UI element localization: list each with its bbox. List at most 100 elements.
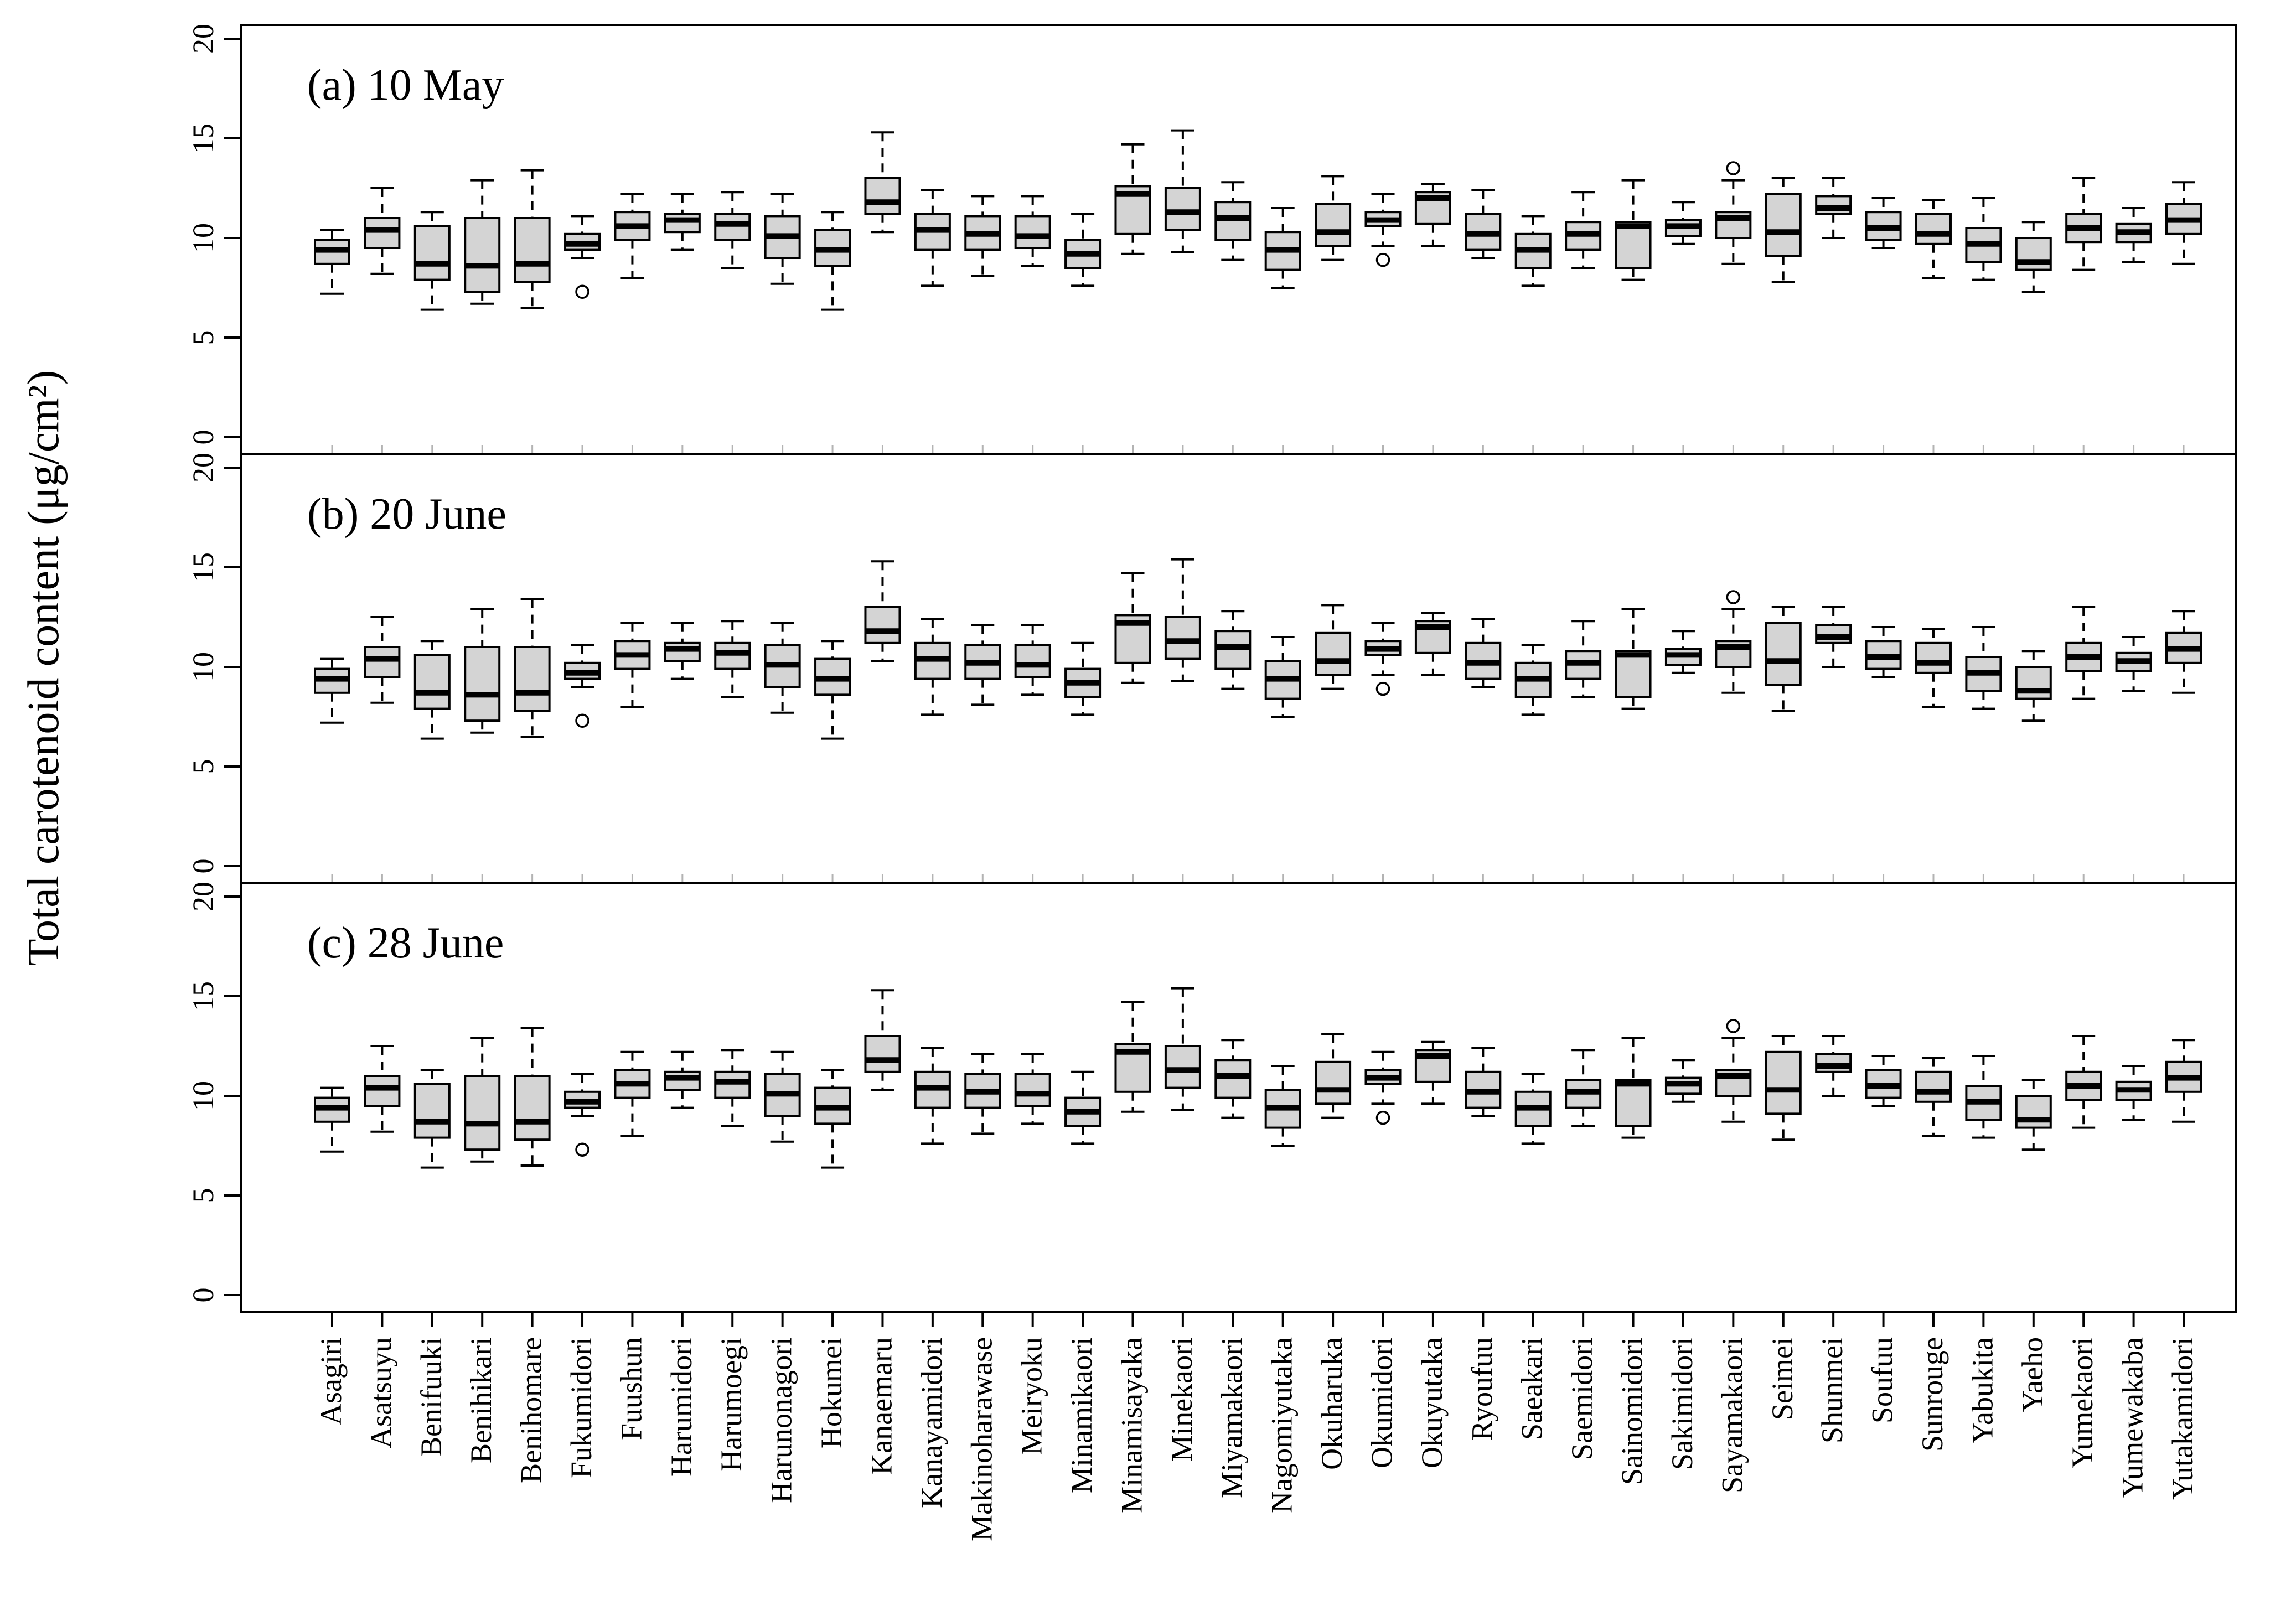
boxplot-Meiryoku: [1014, 624, 1051, 696]
iqr-box: [464, 646, 501, 722]
boxplot-Seimei: [1765, 606, 1802, 712]
boxplot-Makinoharawase: [964, 195, 1001, 277]
boxplot-Benihomare: [514, 169, 551, 309]
outlier-point: [1726, 590, 1741, 604]
boxplot-Minamisayaka: [1114, 572, 1151, 684]
x-tick-label-Saemidori: Saemidori: [1565, 1337, 1599, 1460]
boxplot-Ryoufuu: [1465, 189, 1502, 259]
boxplot-Okuharuka: [1315, 604, 1352, 690]
boxplot-Benihomare: [514, 598, 551, 738]
iqr-box: [1765, 1050, 1802, 1115]
boxplot-Minekaori: [1164, 558, 1201, 682]
boxplot-Okumidori: [1364, 1050, 1402, 1125]
boxplot-Yumekaori: [2065, 177, 2102, 271]
boxplot-Yaeho: [2015, 650, 2052, 722]
x-tick-label-Harunonagori: Harunonagori: [765, 1337, 798, 1503]
boxplot-Ryoufuu: [1465, 1047, 1502, 1117]
iqr-box: [2015, 237, 2052, 271]
boxplot-Fuushun: [614, 193, 651, 279]
x-tick-label-Benihomare: Benihomare: [515, 1337, 548, 1483]
boxplot-Minamisayaka: [1114, 1001, 1151, 1113]
y-tick-label: 5: [187, 759, 220, 774]
boxplot-Kanayamidori: [914, 1047, 951, 1145]
iqr-box: [1815, 195, 1852, 215]
iqr-box: [714, 213, 751, 241]
iqr-box: [1615, 650, 1652, 698]
boxplot-Asagiri: [314, 229, 350, 295]
boxplot-Harumidori: [664, 622, 701, 680]
boxplot-Sayamakaori: [1715, 590, 1752, 694]
boxplot-Sakimidori: [1664, 1059, 1702, 1103]
outlier-point: [1726, 161, 1741, 175]
boxplot-Asatsuyu: [364, 187, 401, 275]
x-tick-label-Yumekaori: Yumekaori: [2066, 1337, 2099, 1468]
outlier-point: [575, 284, 589, 299]
boxplot-Kanaemaru: [864, 989, 901, 1091]
boxplot-Minamikaori: [1064, 213, 1102, 287]
boxplot-Yumewakaba: [2115, 636, 2152, 692]
y-tick-label: 15: [187, 123, 220, 153]
boxplot-Harumoegi: [714, 191, 751, 269]
boxplot-Meiryoku: [1014, 1053, 1051, 1125]
boxplot-Sunrouge: [1915, 199, 1952, 279]
iqr-box: [1615, 221, 1652, 270]
outlier-point: [1375, 681, 1390, 696]
boxplot-Saeakari: [1514, 215, 1552, 287]
boxplot-Yabukita: [1965, 197, 2002, 281]
boxplot-Minamikaori: [1064, 1070, 1102, 1145]
iqr-box: [714, 641, 751, 670]
boxplot-Benihomare: [514, 1027, 551, 1167]
x-tick-label-Soufuu: Soufuu: [1866, 1337, 1899, 1423]
boxplot-Yabukita: [1965, 626, 2002, 710]
boxplot-Benihikari: [464, 179, 501, 305]
boxplot-Kanayamidori: [914, 189, 951, 287]
boxplot-Okumidori: [1364, 622, 1402, 696]
boxplot-Yabukita: [1965, 1055, 2002, 1139]
boxplot-Okuyutaka: [1414, 612, 1451, 676]
iqr-box: [664, 1070, 701, 1091]
x-tick-label-Kanaemaru: Kanaemaru: [865, 1337, 898, 1475]
x-tick-label-Yaeho: Yaeho: [2016, 1337, 2049, 1412]
boxplot-Minekaori: [1164, 987, 1201, 1111]
y-tick-label: 20: [187, 453, 220, 483]
panel-c-title: (c) 28 June: [307, 919, 504, 967]
x-tick-label-Ryoufuu: Ryoufuu: [1465, 1337, 1498, 1441]
x-tick-label-Sunrouge: Sunrouge: [1916, 1337, 1949, 1452]
iqr-box: [1915, 1070, 1952, 1103]
boxplot-Makinoharawase: [964, 624, 1001, 706]
boxplot-Okuharuka: [1315, 175, 1352, 261]
y-tick-label: 10: [187, 223, 220, 253]
boxplot-Nagomiyutaka: [1264, 1065, 1301, 1147]
boxplot-Miyamakaori: [1214, 610, 1252, 690]
boxplot-Kanaemaru: [864, 131, 901, 234]
iqr-box: [1014, 1073, 1051, 1107]
iqr-box: [1765, 622, 1802, 686]
x-tick-label-Kanayamidori: Kanayamidori: [915, 1337, 948, 1508]
iqr-box: [514, 1075, 551, 1141]
boxplot-Harumidori: [664, 193, 701, 251]
iqr-box: [1164, 1045, 1201, 1089]
boxplot-Fuushun: [614, 622, 651, 708]
y-tick-label: 5: [187, 330, 220, 345]
iqr-box: [1915, 213, 1952, 245]
boxplot-Shunmei: [1815, 1035, 1852, 1097]
boxplot-Fukumidori: [564, 215, 601, 299]
boxplot-Ryoufuu: [1465, 618, 1502, 688]
y-tick-label: 15: [187, 552, 220, 582]
x-tick-label-Minamikaori: Minamikaori: [1065, 1337, 1098, 1493]
boxplot-Yutakamidori: [2165, 1039, 2202, 1123]
boxplot-Saemidori: [1565, 1049, 1602, 1127]
boxplot-Sainomidori: [1615, 608, 1652, 710]
iqr-box: [413, 1083, 451, 1139]
iqr-box: [1815, 1053, 1852, 1073]
boxplot-Sainomidori: [1615, 1037, 1652, 1139]
boxplot-Soufuu: [1865, 197, 1902, 249]
iqr-box: [714, 1070, 751, 1099]
boxplot-Minamisayaka: [1114, 143, 1151, 255]
boxplot-Nagomiyutaka: [1264, 207, 1301, 289]
iqr-box: [364, 1075, 401, 1107]
boxplot-Kanayamidori: [914, 618, 951, 716]
boxplot-Sunrouge: [1915, 628, 1952, 708]
boxplot-Seimei: [1765, 177, 1802, 283]
